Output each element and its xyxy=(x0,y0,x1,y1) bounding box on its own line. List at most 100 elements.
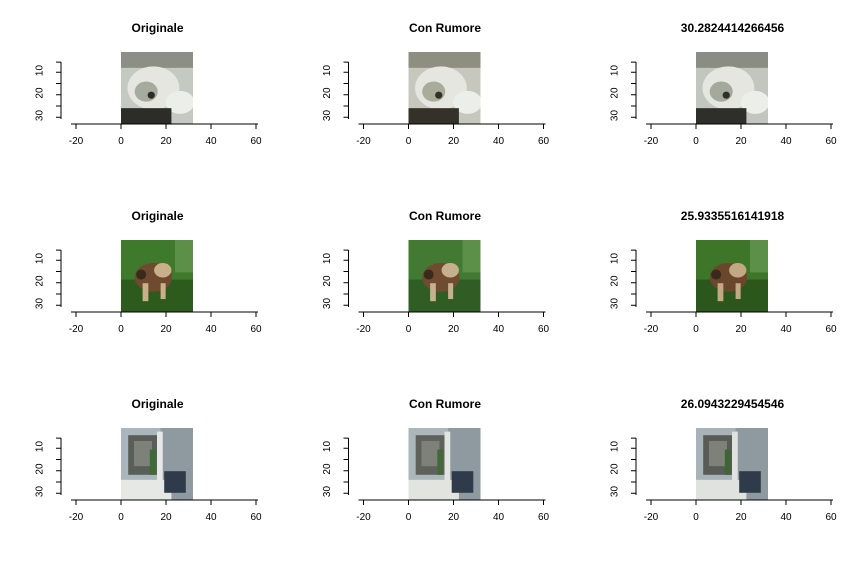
x-tick-label: -20 xyxy=(644,512,659,523)
image-region xyxy=(451,471,474,493)
panel-title: Con Rumore xyxy=(409,209,481,223)
x-tick-label: 60 xyxy=(825,136,837,147)
x-tick-label: 20 xyxy=(735,136,747,147)
x-tick-label: 40 xyxy=(205,136,217,147)
y-tick-label: 30 xyxy=(610,298,621,310)
panel: Originale -20 0 20 40 60 10 20 30 xyxy=(35,397,262,523)
y-tick-label: 30 xyxy=(610,486,621,498)
x-tick-label: -20 xyxy=(356,136,371,147)
image-region xyxy=(709,81,733,102)
panel: Con Rumore -20 0 20 40 60 10 20 30 xyxy=(322,397,549,523)
image-region xyxy=(149,449,156,475)
panel: Con Rumore -20 0 20 40 60 10 20 30 xyxy=(322,21,549,147)
y-tick-label: 20 xyxy=(322,463,333,475)
image-region xyxy=(142,283,149,302)
image-region xyxy=(136,269,147,280)
panel-image xyxy=(696,240,768,312)
image-region xyxy=(453,90,481,114)
image-region xyxy=(160,283,166,300)
image-region xyxy=(441,263,459,278)
x-tick-label: -20 xyxy=(644,324,659,335)
image-region xyxy=(165,90,193,114)
x-tick-label: 40 xyxy=(780,512,792,523)
panel: Con Rumore -20 0 20 40 60 10 20 30 xyxy=(322,209,549,335)
image-region xyxy=(708,440,727,467)
image-region xyxy=(121,52,193,68)
image-region xyxy=(711,269,722,280)
x-tick-label: 40 xyxy=(205,512,217,523)
image-region xyxy=(696,108,747,124)
x-tick-label: 0 xyxy=(406,512,412,523)
panel-image xyxy=(696,428,768,500)
image-region xyxy=(154,263,172,278)
image-region xyxy=(408,108,459,124)
image-region xyxy=(147,91,155,99)
panel-image xyxy=(121,428,193,500)
x-tick-label: 40 xyxy=(493,512,505,523)
image-region xyxy=(421,440,440,467)
x-tick-label: 60 xyxy=(825,324,837,335)
y-tick-label: 20 xyxy=(35,275,46,287)
panel-title: 30.2824414266456 xyxy=(681,21,785,35)
panel: 25.9335516141918 -20 0 20 40 60 10 20 30 xyxy=(610,209,837,335)
image-region xyxy=(462,240,481,273)
x-tick-label: 20 xyxy=(160,512,172,523)
x-tick-label: 20 xyxy=(448,136,460,147)
x-tick-label: -20 xyxy=(356,324,371,335)
x-tick-label: 40 xyxy=(493,324,505,335)
panel-title: Con Rumore xyxy=(409,397,481,411)
y-tick-label: 10 xyxy=(35,65,46,77)
image-region xyxy=(696,479,747,500)
image-region xyxy=(717,283,724,302)
x-tick-label: 0 xyxy=(693,136,699,147)
y-tick-label: 10 xyxy=(610,441,621,453)
y-tick-label: 30 xyxy=(610,110,621,122)
y-tick-label: 10 xyxy=(610,65,621,77)
image-region xyxy=(423,269,434,280)
image-region xyxy=(739,471,761,493)
image-region xyxy=(448,283,454,300)
x-tick-label: 0 xyxy=(693,512,699,523)
y-tick-label: 20 xyxy=(35,87,46,99)
image-region xyxy=(722,91,730,99)
image-region xyxy=(164,471,186,493)
image-region xyxy=(444,431,451,482)
image-region xyxy=(134,81,158,102)
x-tick-label: 40 xyxy=(780,324,792,335)
image-region xyxy=(435,91,443,99)
y-tick-label: 20 xyxy=(610,275,621,287)
panel-title: Originale xyxy=(131,209,183,223)
x-tick-label: 60 xyxy=(825,512,837,523)
y-tick-label: 10 xyxy=(610,253,621,265)
panel: 30.2824414266456 -20 0 20 40 60 10 20 30 xyxy=(610,21,837,147)
x-tick-label: 0 xyxy=(406,324,412,335)
panel-image xyxy=(696,52,768,124)
image-region xyxy=(175,240,193,273)
x-tick-label: 0 xyxy=(118,512,124,523)
image-region xyxy=(735,283,741,300)
x-tick-label: 20 xyxy=(448,512,460,523)
x-tick-label: 40 xyxy=(493,136,505,147)
x-tick-label: 60 xyxy=(250,136,262,147)
x-tick-label: 40 xyxy=(780,136,792,147)
x-tick-label: -20 xyxy=(69,512,84,523)
x-tick-label: 60 xyxy=(250,324,262,335)
image-region xyxy=(133,440,152,467)
x-tick-label: 0 xyxy=(118,136,124,147)
y-tick-label: 30 xyxy=(35,298,46,310)
x-tick-label: 60 xyxy=(250,512,262,523)
image-region xyxy=(696,52,768,68)
image-region xyxy=(121,108,172,124)
y-tick-label: 20 xyxy=(610,463,621,475)
panel-image xyxy=(121,52,193,124)
y-tick-label: 30 xyxy=(322,110,333,122)
x-tick-label: -20 xyxy=(356,512,371,523)
x-tick-label: 20 xyxy=(735,324,747,335)
image-region xyxy=(724,449,731,475)
image-region xyxy=(750,240,768,273)
image-region xyxy=(121,479,172,500)
x-tick-label: 0 xyxy=(118,324,124,335)
y-tick-label: 10 xyxy=(35,441,46,453)
panel: Originale -20 0 20 40 60 10 20 30 xyxy=(35,21,262,147)
